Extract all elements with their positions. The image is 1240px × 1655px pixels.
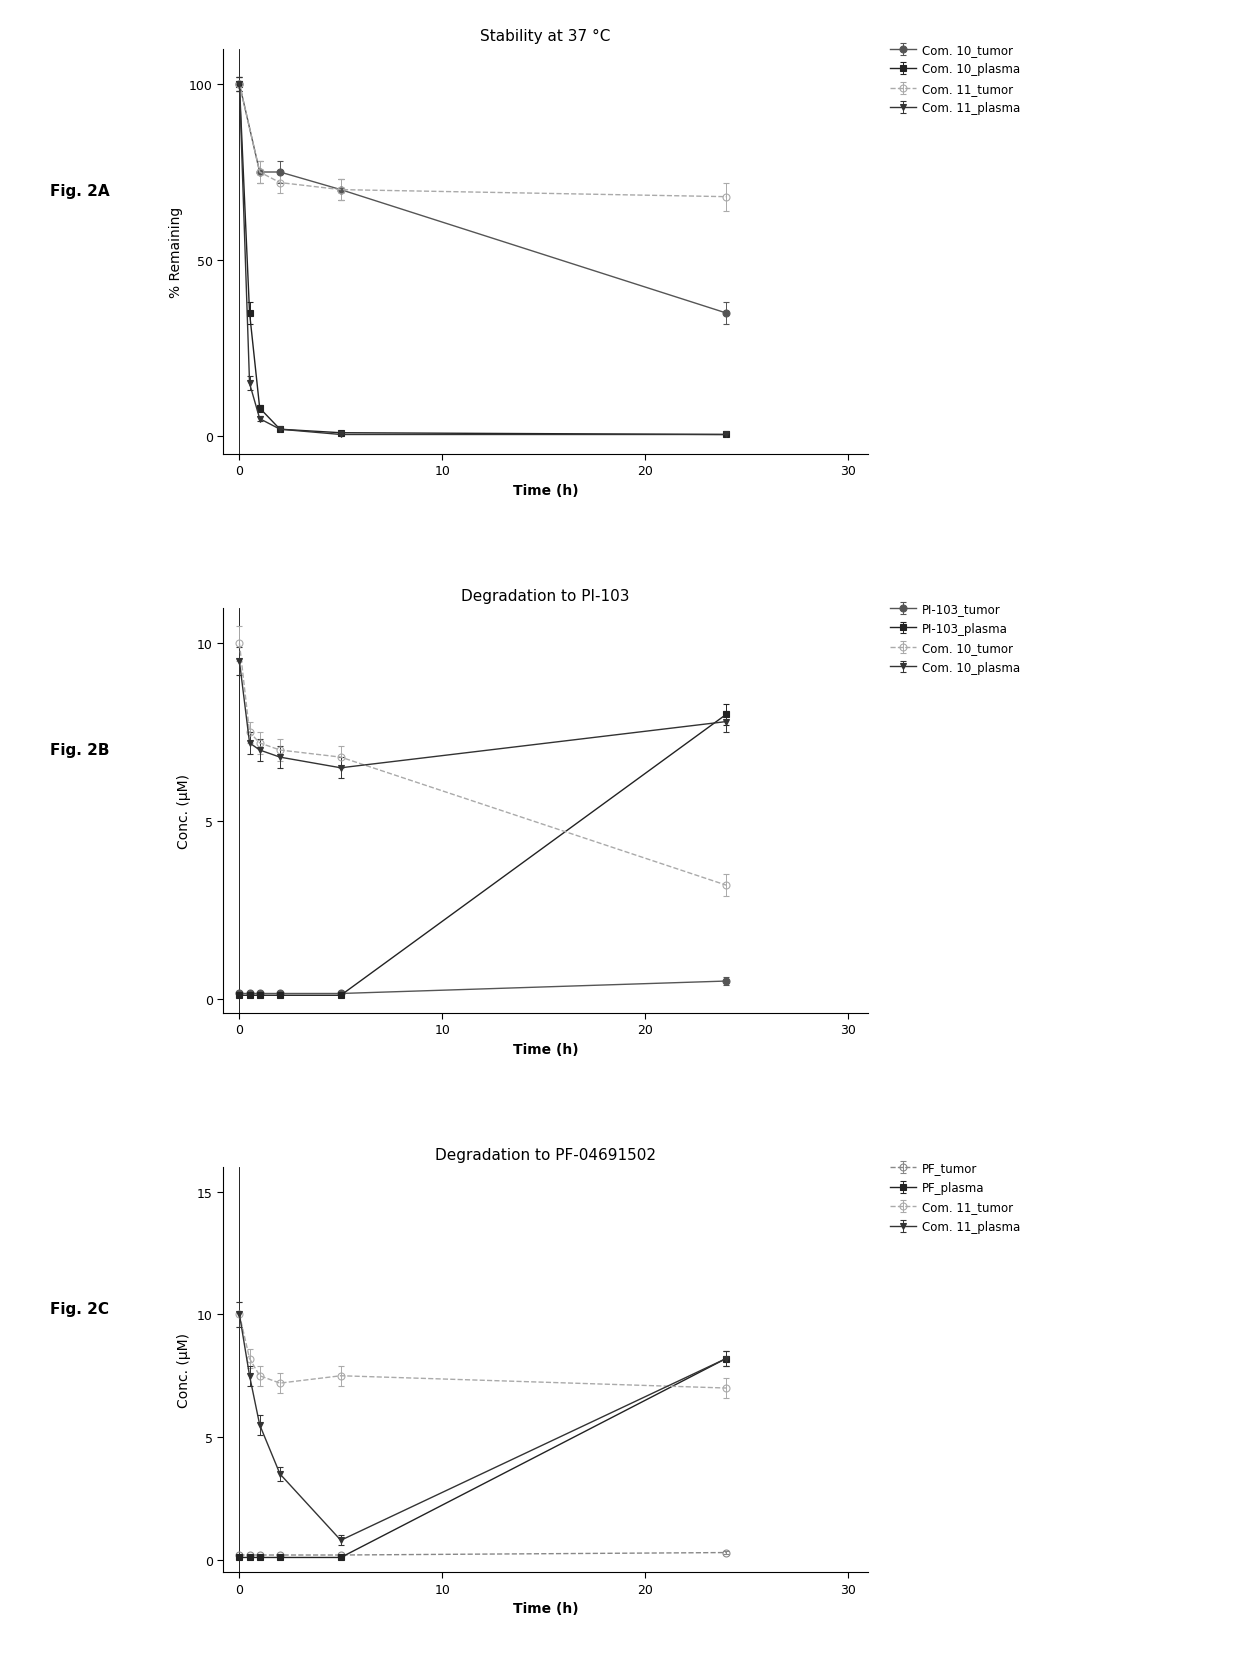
Y-axis label: Conc. (μM): Conc. (μM) (177, 1332, 191, 1407)
Title: Stability at 37 °C: Stability at 37 °C (480, 30, 611, 45)
Title: Degradation to PF-04691502: Degradation to PF-04691502 (435, 1147, 656, 1162)
X-axis label: Time (h): Time (h) (513, 1043, 578, 1056)
Y-axis label: % Remaining: % Remaining (170, 207, 184, 298)
X-axis label: Time (h): Time (h) (513, 1600, 578, 1615)
Y-axis label: Conc. (μM): Conc. (μM) (177, 773, 191, 849)
X-axis label: Time (h): Time (h) (513, 483, 578, 498)
Legend: PI-103_tumor, PI-103_plasma, Com. 10_tumor, Com. 10_plasma: PI-103_tumor, PI-103_plasma, Com. 10_tum… (888, 601, 1022, 677)
Legend: Com. 10_tumor, Com. 10_plasma, Com. 11_tumor, Com. 11_plasma: Com. 10_tumor, Com. 10_plasma, Com. 11_t… (888, 41, 1022, 118)
Legend: PF_tumor, PF_plasma, Com. 11_tumor, Com. 11_plasma: PF_tumor, PF_plasma, Com. 11_tumor, Com.… (888, 1158, 1022, 1235)
Text: Fig. 2A: Fig. 2A (50, 184, 109, 199)
Title: Degradation to PI-103: Degradation to PI-103 (461, 588, 630, 602)
Text: Fig. 2C: Fig. 2C (50, 1301, 109, 1316)
Text: Fig. 2B: Fig. 2B (50, 743, 109, 758)
